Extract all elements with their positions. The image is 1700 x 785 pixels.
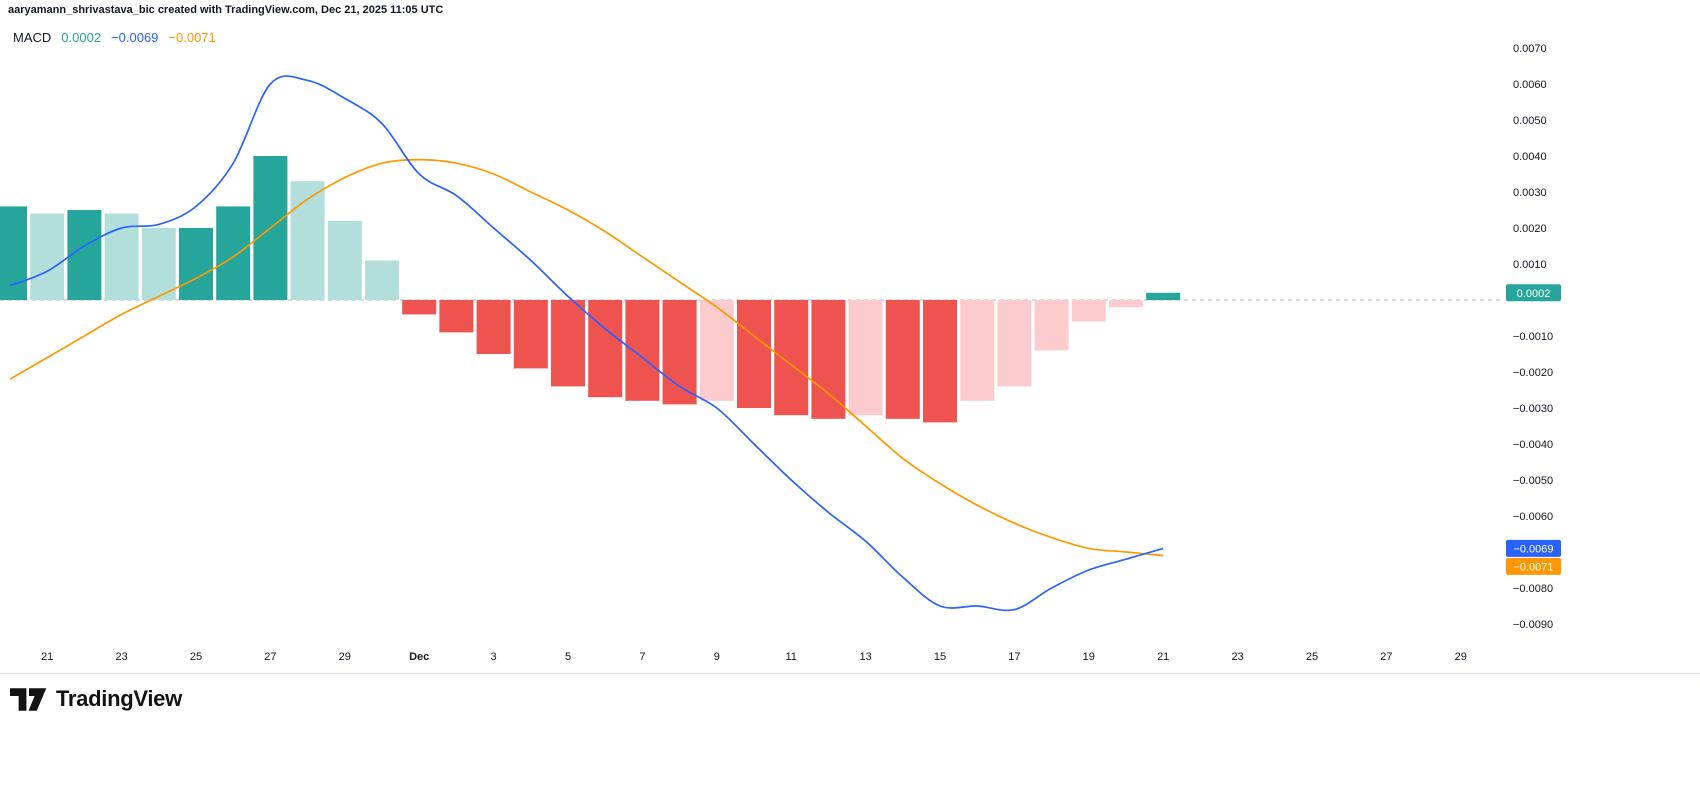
histogram-bar[interactable] [476,300,511,354]
legend-histogram-value: 0.0002 [61,30,102,45]
signal-value-badge-label: −0.0071 [1513,561,1553,573]
macd-line[interactable] [9,75,1164,612]
histogram-bar[interactable] [774,300,809,416]
time-axis-label: 23 [1231,651,1243,663]
price-axis-label: −0.0080 [1513,583,1553,595]
time-axis-label: 9 [714,651,720,663]
histogram-bar[interactable] [439,300,474,333]
signal-line[interactable] [9,158,1164,557]
time-axis-label: 25 [1306,651,1318,663]
price-axis-label: −0.0010 [1513,331,1553,343]
histogram-bar[interactable] [513,300,548,369]
tradingview-logo-text: TradingView [56,686,182,711]
price-axis-label: 0.0030 [1513,187,1547,199]
price-axis-label: −0.0020 [1513,367,1553,379]
histogram-bar[interactable] [885,300,920,419]
time-axis-label: 29 [1455,651,1467,663]
time-axis-label: 21 [1157,651,1169,663]
histogram-value-badge-label: 0.0002 [1517,288,1551,300]
macd-value-badge-label: −0.0069 [1513,543,1553,555]
histogram-bar[interactable] [141,228,176,300]
signal-value-badge [1506,557,1561,575]
time-axis-label: 17 [1008,651,1020,663]
time-axis-label: 11 [785,651,796,663]
histogram-bar[interactable] [960,300,995,401]
histogram-bar[interactable] [588,300,623,398]
tradingview-logo-icon [10,687,47,711]
histogram-bar[interactable] [997,300,1032,387]
histogram-bar[interactable] [1109,300,1143,308]
histogram-bar[interactable] [1146,292,1181,300]
histogram-bar[interactable] [662,300,697,405]
time-axis-label: Dec [409,651,429,663]
histogram-bar[interactable] [402,300,437,315]
time-axis-label: 27 [1380,651,1392,663]
histogram-value-badge [1506,284,1561,302]
time-axis-label: 13 [859,651,871,663]
histogram-bar[interactable] [290,181,325,300]
macd-value-badge [1506,539,1561,557]
histogram-bar[interactable] [327,220,362,300]
histogram-bar[interactable] [1071,300,1106,322]
price-axis-label: −0.0090 [1513,619,1553,631]
time-axis-label: 7 [639,651,645,663]
histogram-bar[interactable] [67,210,102,300]
indicator-name[interactable]: MACD [13,30,52,45]
price-axis-label: −0.0050 [1513,475,1553,487]
histogram-bar[interactable] [1034,300,1069,351]
indicator-legend: MACD 0.0002 −0.0069 −0.0071 [13,30,216,45]
histogram-bar[interactable] [0,206,27,300]
time-axis-label: 29 [339,651,351,663]
time-axis[interactable] [0,642,1500,674]
histogram-bar[interactable] [737,300,771,408]
price-axis-label: −0.0060 [1513,511,1553,523]
time-axis-label: 5 [565,651,571,663]
histogram-bar[interactable] [625,300,660,401]
time-axis-label: 19 [1083,651,1095,663]
price-axis-label: −0.0040 [1513,439,1553,451]
histogram-bar[interactable] [365,260,399,300]
price-axis-label: 0.0050 [1513,115,1547,127]
attribution-text: aaryamann_shrivastava_bic created with T… [8,4,444,16]
histogram-bar[interactable] [216,206,251,300]
histogram-bar[interactable] [848,300,883,416]
histogram-bar[interactable] [179,228,213,300]
price-axis-label: 0.0020 [1513,223,1547,235]
histogram-bar[interactable] [923,300,957,423]
price-axis-label: 0.0010 [1513,259,1547,271]
legend-macd-value: −0.0069 [111,30,159,45]
price-axis-label: 0.0040 [1513,151,1547,163]
price-axis-label: 0.0070 [1513,43,1547,55]
legend-signal-value: −0.0071 [168,30,216,45]
time-axis-label: 15 [934,651,946,663]
histogram-bar[interactable] [811,300,846,419]
price-axis-label: −0.0030 [1513,403,1553,415]
time-axis-label: 27 [264,651,276,663]
time-axis-label: 3 [491,651,497,663]
histogram-bar[interactable] [30,213,65,300]
time-axis-label: 21 [41,651,53,663]
time-axis-label: 25 [190,651,202,663]
time-axis-label: 23 [115,651,127,663]
price-axis-label: 0.0060 [1513,79,1547,91]
tradingview-logo[interactable]: TradingView [10,686,182,712]
histogram-bar[interactable] [551,300,585,387]
